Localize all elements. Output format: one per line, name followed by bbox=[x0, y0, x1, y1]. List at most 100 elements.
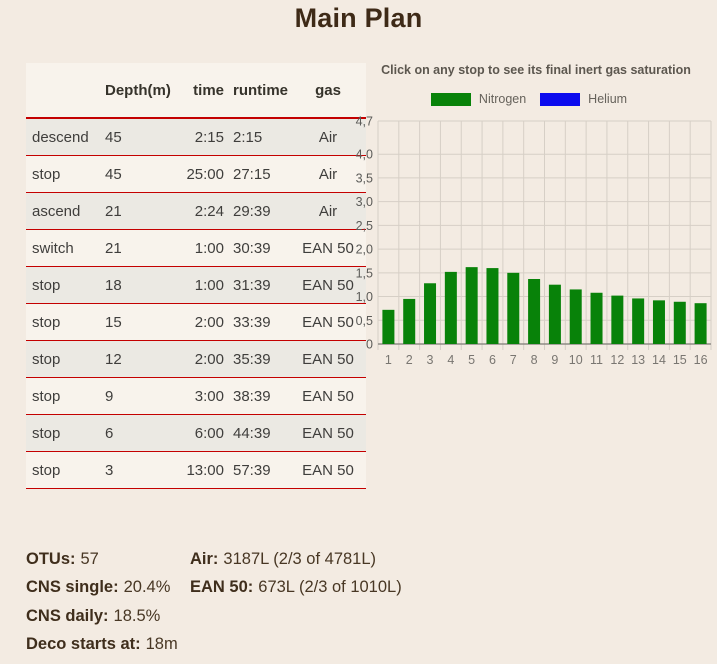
depth-cell: 3 bbox=[102, 451, 183, 489]
depth-cell: 9 bbox=[102, 377, 183, 415]
nitrogen-bar[interactable] bbox=[569, 289, 582, 344]
nitrogen-bar[interactable] bbox=[465, 267, 478, 344]
action-cell: stop bbox=[26, 414, 102, 452]
gas-cell: EAN 50 bbox=[290, 414, 366, 452]
nitrogen-legend-label: Nitrogen bbox=[478, 92, 527, 106]
table-row[interactable]: stop 18 1:00 31:39 EAN 50 bbox=[26, 266, 366, 304]
x-tick-label: 11 bbox=[590, 353, 603, 367]
stat-line: CNS daily: 18.5% bbox=[26, 602, 190, 630]
stat-line: Deco starts at: 18m bbox=[26, 630, 190, 658]
gas-cell: Air bbox=[290, 118, 366, 156]
runtime-cell: 33:39 bbox=[228, 303, 290, 341]
gas-cell: EAN 50 bbox=[290, 266, 366, 304]
time-cell: 2:15 bbox=[183, 118, 228, 156]
nitrogen-bar[interactable] bbox=[632, 298, 645, 344]
nitrogen-bar[interactable] bbox=[444, 271, 457, 344]
y-tick-label: 2,5 bbox=[356, 219, 373, 233]
stat-line: EAN 50: 673L (2/3 of 1010L) bbox=[190, 573, 402, 601]
stat-label: EAN 50: bbox=[190, 578, 254, 597]
stat-value: 57 bbox=[80, 550, 99, 568]
y-tick-label: 1,5 bbox=[356, 266, 373, 280]
y-tick-label: 0 bbox=[366, 338, 373, 352]
gas-cell: Air bbox=[290, 192, 366, 230]
header-time: time bbox=[183, 63, 228, 119]
gas-cell: EAN 50 bbox=[290, 340, 366, 378]
action-cell: stop bbox=[26, 340, 102, 378]
table-row[interactable]: ascend 21 2:24 29:39 Air bbox=[26, 192, 366, 230]
x-tick-label: 13 bbox=[631, 353, 645, 367]
action-cell: stop bbox=[26, 303, 102, 341]
x-tick-label: 4 bbox=[447, 353, 454, 367]
y-tick-label: 3,0 bbox=[356, 195, 373, 209]
depth-cell: 18 bbox=[102, 266, 183, 304]
table-row[interactable]: stop 9 3:00 38:39 EAN 50 bbox=[26, 377, 366, 415]
stat-value: 18m bbox=[145, 635, 178, 654]
chart-legend: Nitrogen Helium bbox=[355, 92, 717, 106]
table-row[interactable]: stop 45 25:00 27:15 Air bbox=[26, 155, 366, 193]
runtime-cell: 2:15 bbox=[228, 118, 290, 156]
depth-cell: 45 bbox=[102, 155, 183, 193]
nitrogen-bar[interactable] bbox=[507, 272, 520, 344]
x-tick-label: 1 bbox=[385, 353, 392, 367]
nitrogen-swatch bbox=[430, 92, 471, 106]
gas-cell: EAN 50 bbox=[290, 303, 366, 341]
y-tick-label: 0,5 bbox=[356, 314, 373, 328]
stats-right-column: Air: 3187L (2/3 of 4781L) EAN 50: 673L (2/3… bbox=[190, 545, 402, 659]
nitrogen-bar[interactable] bbox=[652, 300, 665, 344]
x-tick-label: 14 bbox=[652, 353, 666, 367]
nitrogen-bar[interactable] bbox=[673, 301, 686, 344]
depth-cell: 6 bbox=[102, 414, 183, 452]
header-runtime: runtime bbox=[228, 63, 290, 119]
time-cell: 3:00 bbox=[183, 377, 228, 415]
nitrogen-bar[interactable] bbox=[611, 295, 624, 344]
table-row[interactable]: stop 3 13:00 57:39 EAN 50 bbox=[26, 451, 366, 489]
chart-hint: Click on any stop to see its final inert… bbox=[381, 63, 691, 77]
x-tick-label: 3 bbox=[427, 353, 434, 367]
runtime-cell: 44:39 bbox=[228, 414, 290, 452]
x-tick-label: 10 bbox=[569, 353, 583, 367]
depth-cell: 15 bbox=[102, 303, 183, 341]
table-row[interactable]: stop 6 6:00 44:39 EAN 50 bbox=[26, 414, 366, 452]
page-title: Main Plan bbox=[294, 3, 423, 33]
stats-left-column: OTUs: 57 CNS single: 20.4% CNS daily: 18.5% De… bbox=[26, 545, 190, 659]
table-row[interactable]: stop 12 2:00 35:39 EAN 50 bbox=[26, 340, 366, 378]
stat-label: CNS daily: bbox=[26, 606, 109, 625]
stat-value: 18.5% bbox=[113, 606, 161, 625]
table-row[interactable]: stop 15 2:00 33:39 EAN 50 bbox=[26, 303, 366, 341]
action-cell: switch bbox=[26, 229, 102, 267]
nitrogen-bar[interactable] bbox=[590, 292, 603, 344]
y-tick-label: 1,0 bbox=[356, 290, 373, 304]
nitrogen-bar[interactable] bbox=[486, 268, 499, 344]
depth-cell: 21 bbox=[102, 229, 183, 267]
table-row[interactable]: switch 21 1:00 30:39 EAN 50 bbox=[26, 229, 366, 267]
nitrogen-bar[interactable] bbox=[548, 284, 561, 344]
y-tick-label: 3,5 bbox=[356, 171, 373, 185]
nitrogen-bar[interactable] bbox=[403, 298, 416, 344]
depth-cell: 21 bbox=[102, 192, 183, 230]
gas-cell: EAN 50 bbox=[290, 229, 366, 267]
action-cell: stop bbox=[26, 377, 102, 415]
stat-value: 673L (2/3 of 1010L) bbox=[258, 578, 402, 597]
stat-value: 3187L (2/3 of 4781L) bbox=[223, 550, 377, 568]
runtime-cell: 38:39 bbox=[228, 377, 290, 415]
time-cell: 2:00 bbox=[183, 303, 228, 341]
summary-stats: OTUs: 57 CNS single: 20.4% CNS daily: 18.5% De… bbox=[26, 545, 402, 659]
x-tick-label: 8 bbox=[531, 353, 538, 367]
dive-plan-panel: Depth(m) time runtime gas descend 45 2:15 2:15… bbox=[26, 63, 366, 489]
nitrogen-bar[interactable] bbox=[528, 278, 541, 344]
stat-line: Air: 3187L (2/3 of 4781L) bbox=[190, 545, 402, 573]
y-tick-label: 4,7 bbox=[356, 115, 373, 129]
nitrogen-bar[interactable] bbox=[694, 303, 707, 344]
depth-cell: 45 bbox=[102, 118, 183, 156]
time-cell: 25:00 bbox=[183, 155, 228, 193]
x-tick-label: 6 bbox=[489, 353, 496, 367]
nitrogen-bar[interactable] bbox=[424, 283, 437, 344]
stat-line: OTUs: 57 bbox=[26, 545, 190, 573]
action-cell: stop bbox=[26, 266, 102, 304]
nitrogen-bar[interactable] bbox=[382, 309, 395, 344]
table-row[interactable]: descend 45 2:15 2:15 Air bbox=[26, 118, 366, 156]
y-tick-label: 4,0 bbox=[356, 148, 373, 162]
helium-legend-label: Helium bbox=[588, 92, 628, 106]
action-cell: descend bbox=[26, 118, 102, 156]
action-cell: stop bbox=[26, 451, 102, 489]
